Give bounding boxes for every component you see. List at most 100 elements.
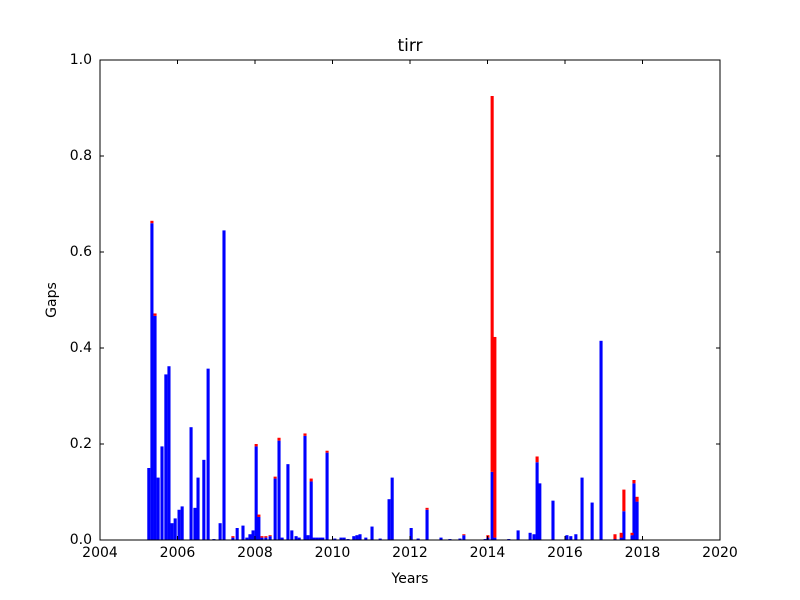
bar — [425, 507, 429, 510]
bar — [632, 483, 636, 540]
bar — [309, 478, 313, 482]
bar — [390, 477, 394, 540]
y-tick-label: 0.0 — [70, 532, 92, 548]
bar — [364, 537, 368, 540]
bar — [153, 313, 157, 316]
bar — [632, 480, 636, 484]
bar — [245, 537, 249, 540]
y-tick-label: 0.8 — [70, 148, 92, 164]
bar — [630, 535, 634, 540]
bar — [260, 536, 264, 538]
bar — [286, 464, 290, 540]
bar — [268, 536, 272, 540]
bar — [277, 440, 281, 540]
bar — [339, 537, 343, 540]
bar — [177, 509, 181, 540]
bar — [167, 366, 171, 540]
bar — [290, 530, 294, 540]
bar — [619, 532, 623, 538]
bar — [325, 450, 329, 453]
bar — [425, 509, 429, 540]
bar — [231, 537, 235, 540]
bar — [352, 536, 356, 540]
bar — [535, 456, 539, 463]
bar — [622, 489, 626, 512]
bar — [613, 534, 617, 540]
bar — [528, 532, 532, 540]
bar — [315, 537, 319, 540]
bar — [189, 427, 193, 540]
bar — [297, 537, 301, 540]
bar — [251, 530, 255, 540]
bar — [193, 507, 197, 540]
x-tick-label: 2008 — [237, 545, 273, 561]
bar — [635, 501, 639, 540]
x-tick-label: 2020 — [702, 545, 738, 561]
bar — [150, 223, 154, 540]
bar — [580, 477, 584, 540]
bar — [551, 500, 555, 540]
bar — [462, 535, 466, 540]
x-tick-label: 2016 — [547, 545, 583, 561]
bar — [569, 536, 573, 540]
bar — [416, 538, 420, 540]
chart-title: tirr — [397, 36, 422, 56]
y-tick-label: 0.2 — [70, 436, 92, 452]
bar — [294, 536, 298, 540]
bar — [409, 528, 413, 540]
bar — [303, 433, 307, 436]
bar — [565, 535, 569, 540]
bar — [268, 535, 272, 537]
bar — [277, 437, 281, 441]
y-axis-label: Gaps — [44, 282, 60, 318]
bar — [309, 481, 313, 540]
bar — [173, 518, 177, 540]
bar — [493, 336, 497, 538]
bar — [164, 374, 168, 540]
bar — [458, 538, 462, 540]
bar — [241, 525, 245, 540]
bars — [147, 96, 639, 540]
bar — [387, 499, 391, 540]
bar — [231, 536, 235, 538]
y-tick-label: 0.6 — [70, 244, 92, 260]
bar — [619, 537, 623, 540]
bar — [462, 534, 466, 536]
bar — [264, 536, 268, 538]
bar — [248, 534, 252, 540]
bar — [254, 446, 258, 540]
bar — [574, 534, 578, 540]
x-tick-label: 2014 — [470, 545, 506, 561]
bar — [306, 535, 310, 540]
bar — [303, 435, 307, 540]
bar — [342, 537, 346, 540]
bar — [257, 516, 261, 540]
bar — [378, 538, 382, 540]
bar — [150, 220, 154, 224]
bar — [153, 315, 157, 540]
y-tick-label: 0.4 — [70, 340, 92, 356]
bar — [370, 526, 374, 540]
bar — [235, 528, 239, 540]
bar — [599, 340, 603, 540]
bar — [273, 478, 277, 540]
bar — [318, 537, 322, 540]
bar — [202, 459, 206, 540]
bar — [312, 537, 316, 540]
bar — [622, 511, 626, 540]
bar — [170, 523, 174, 540]
x-axis-label: Years — [391, 571, 429, 587]
bar — [273, 476, 277, 479]
bar — [535, 462, 539, 540]
bar — [538, 483, 542, 540]
bar — [355, 535, 359, 540]
x-tick-label: 2012 — [392, 545, 428, 561]
bar — [358, 534, 362, 540]
bar — [590, 502, 594, 540]
bar — [493, 537, 497, 540]
bar — [196, 477, 200, 540]
bar — [630, 532, 634, 536]
bar — [635, 496, 639, 502]
bar — [325, 452, 329, 540]
